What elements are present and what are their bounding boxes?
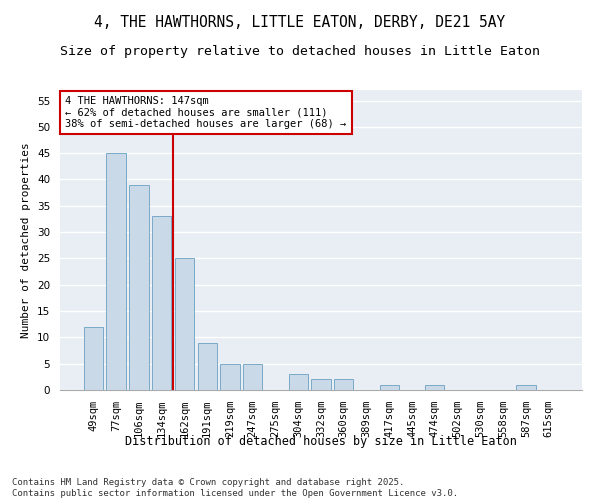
Bar — [334, 380, 353, 390]
Bar — [243, 364, 262, 390]
Bar — [152, 216, 172, 390]
Text: 4 THE HAWTHORNS: 147sqm
← 62% of detached houses are smaller (111)
38% of semi-d: 4 THE HAWTHORNS: 147sqm ← 62% of detache… — [65, 96, 346, 129]
Bar — [106, 153, 126, 390]
Text: Distribution of detached houses by size in Little Eaton: Distribution of detached houses by size … — [125, 435, 517, 448]
Bar — [197, 342, 217, 390]
Bar — [311, 380, 331, 390]
Bar — [220, 364, 239, 390]
Bar — [289, 374, 308, 390]
Y-axis label: Number of detached properties: Number of detached properties — [22, 142, 31, 338]
Bar — [129, 184, 149, 390]
Bar — [84, 327, 103, 390]
Bar — [175, 258, 194, 390]
Text: 4, THE HAWTHORNS, LITTLE EATON, DERBY, DE21 5AY: 4, THE HAWTHORNS, LITTLE EATON, DERBY, D… — [94, 15, 506, 30]
Bar — [380, 384, 399, 390]
Bar — [516, 384, 536, 390]
Bar — [425, 384, 445, 390]
Text: Contains HM Land Registry data © Crown copyright and database right 2025.
Contai: Contains HM Land Registry data © Crown c… — [12, 478, 458, 498]
Text: Size of property relative to detached houses in Little Eaton: Size of property relative to detached ho… — [60, 45, 540, 58]
